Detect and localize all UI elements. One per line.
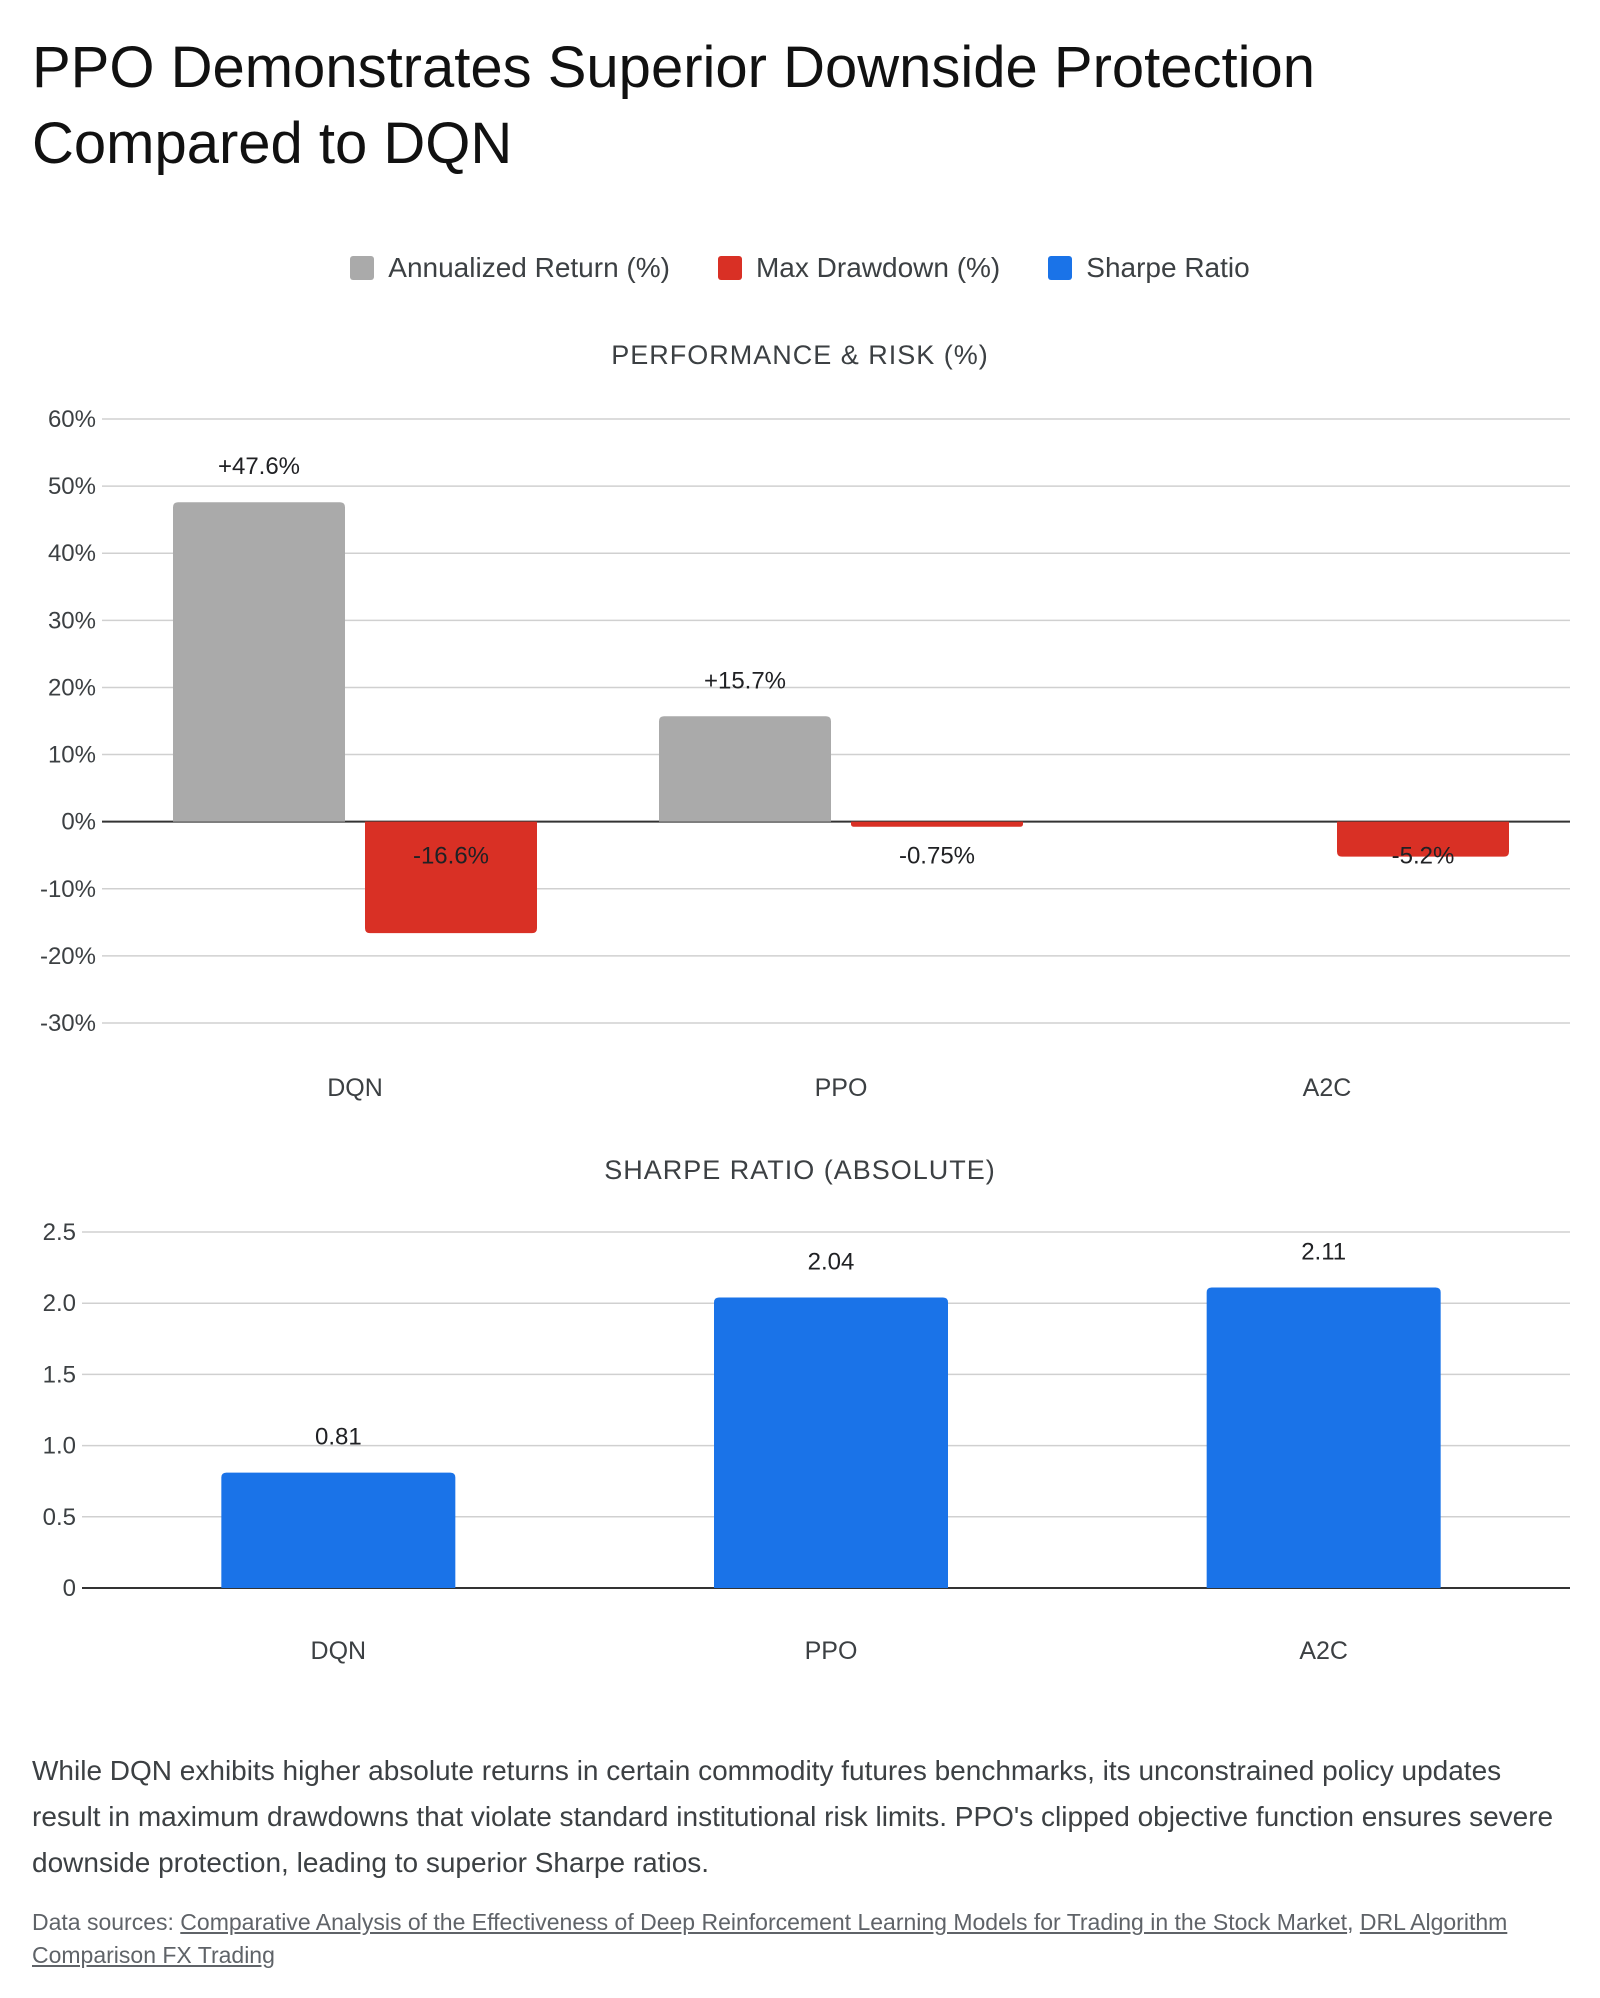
- x-category-label: A2C: [1299, 1637, 1348, 1665]
- bar-max-drawdown-dqn: [365, 821, 537, 934]
- x-category-label: PPO: [815, 1074, 868, 1102]
- sharpe-ratio-chart: 2.5 2.0 1.5 1.0 0.5 0 DQN 0.81 PPO 2.04 A2C 2.11: [43, 1219, 1570, 1665]
- data-label: -5.2%: [1392, 843, 1455, 870]
- y-tick-label: 30%: [48, 607, 96, 634]
- data-label: +47.6%: [218, 453, 300, 480]
- data-label: 0.81: [315, 1424, 362, 1451]
- y-tick-label: 2.5: [43, 1219, 76, 1246]
- x-category-label: DQN: [311, 1637, 367, 1665]
- source-link-stock-market[interactable]: Comparative Analysis of the Effectivenes…: [180, 1909, 1348, 1935]
- data-sources: Data sources: Comparative Analysis of th…: [32, 1906, 1572, 1972]
- x-category-label: DQN: [327, 1074, 383, 1102]
- y-tick-label: 20%: [48, 674, 96, 701]
- sources-separator: ,: [1347, 1909, 1360, 1935]
- data-label: 2.11: [1301, 1239, 1346, 1266]
- y-tick-label: 2.0: [43, 1290, 76, 1317]
- x-category-label: PPO: [805, 1637, 858, 1665]
- legend-swatch-max-drawdown: [717, 256, 742, 280]
- y-tick-label: -30%: [40, 1010, 96, 1037]
- y-tick-label: 1.0: [43, 1433, 76, 1460]
- legend-swatch-sharpe-ratio: [1048, 256, 1073, 280]
- data-label: -16.6%: [413, 843, 489, 870]
- y-tick-label: -20%: [40, 943, 96, 970]
- y-tick-label: 60%: [48, 406, 96, 433]
- y-tick-label: -10%: [40, 876, 96, 903]
- sharpe-chart-title: SHARPE RATIO (ABSOLUTE): [604, 1155, 996, 1185]
- bar-max-drawdown-ppo: [851, 821, 1023, 827]
- y-tick-label: 0.5: [43, 1504, 76, 1531]
- bar-sharpe-ratio-dqn: [221, 1472, 456, 1588]
- legend-label-sharpe-ratio: Sharpe Ratio: [1086, 252, 1250, 283]
- performance-risk-chart: 60% 50% 40% 30% 20% 10% 0% -10% -20% -30% DQN +47.6…: [40, 406, 1570, 1102]
- legend-item-annualized-return: Annualized Return (%): [350, 252, 670, 284]
- x-category-label: A2C: [1303, 1074, 1352, 1102]
- bar-annualized-return-dqn: [173, 502, 345, 822]
- y-tick-label: 1.5: [43, 1361, 76, 1388]
- legend-item-sharpe-ratio: Sharpe Ratio: [1048, 252, 1250, 284]
- legend-label-max-drawdown: Max Drawdown (%): [755, 252, 1001, 283]
- legend-swatch-annualized-return: [350, 256, 375, 280]
- performance-chart-title: PERFORMANCE & RISK (%): [611, 340, 989, 370]
- description-text: While DQN exhibits higher absolute retur…: [32, 1755, 1554, 1878]
- data-label: 2.04: [808, 1249, 855, 1276]
- bar-sharpe-ratio-ppo: [714, 1297, 948, 1588]
- sources-prefix: Data sources:: [32, 1909, 181, 1935]
- data-label: +15.7%: [704, 667, 786, 694]
- source-link-fx-trading[interactable]: DRL Algorithm Comparison FX Trading: [32, 1909, 1508, 1968]
- data-label: -0.75%: [899, 843, 975, 870]
- legend: Annualized Return (%) Max Drawdown (%) S…: [0, 248, 1600, 288]
- bar-annualized-return-ppo: [659, 716, 831, 822]
- y-tick-label: 0: [63, 1575, 76, 1602]
- bar-sharpe-ratio-a2c: [1206, 1287, 1441, 1588]
- y-tick-label: 50%: [48, 473, 96, 500]
- y-tick-label: 0%: [61, 809, 96, 836]
- bar-max-drawdown-a2c: [1337, 821, 1509, 857]
- legend-label-annualized-return: Annualized Return (%): [388, 252, 670, 283]
- y-tick-label: 40%: [48, 540, 96, 567]
- chart-title: PPO Demonstrates Superior Downside Prote…: [32, 35, 1316, 176]
- legend-item-max-drawdown: Max Drawdown (%): [717, 252, 1001, 284]
- y-tick-label: 10%: [48, 742, 96, 769]
